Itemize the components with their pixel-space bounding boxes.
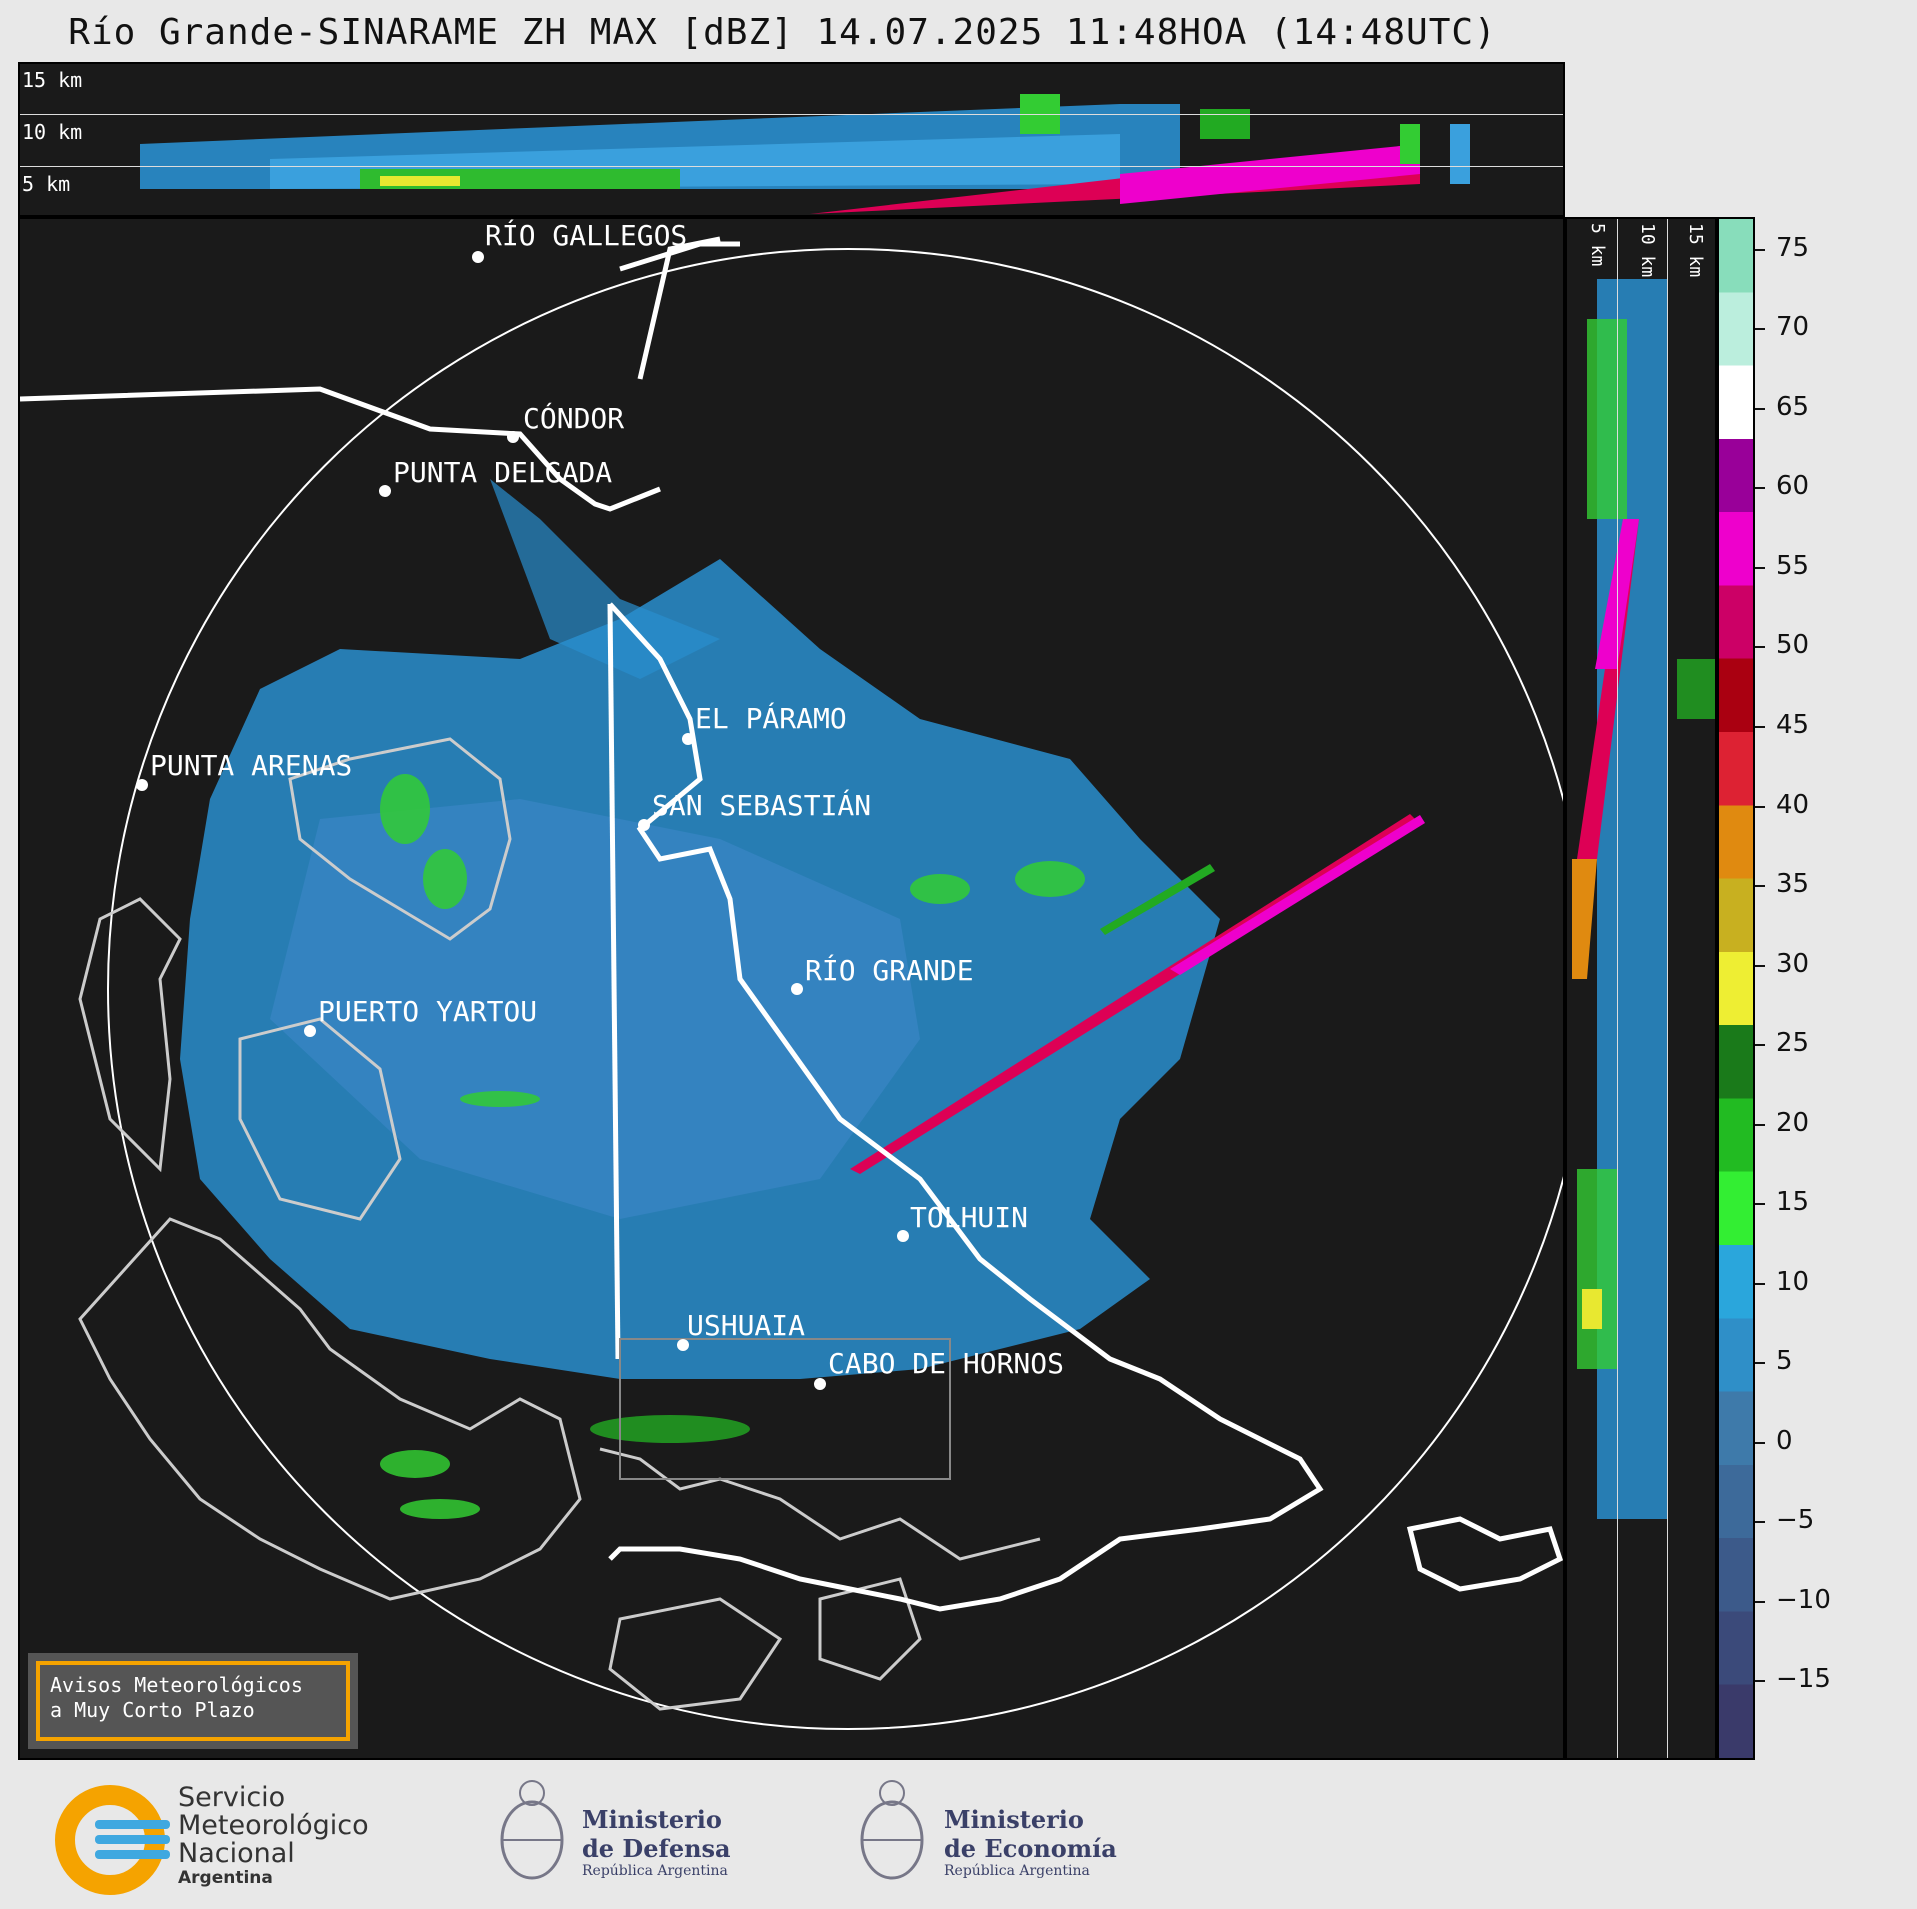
colorbar-tick-label: 50 <box>1776 630 1810 661</box>
tierra-del-fuego-coast <box>608 602 1324 1612</box>
city-condor: CÓNDOR <box>523 402 625 435</box>
city-puerto-yartou: PUERTO YARTOU <box>318 995 538 1028</box>
colorbar-tick-mark <box>1755 1441 1765 1444</box>
colorbar-tick-mark <box>1755 1203 1765 1206</box>
colorbar-tick-mark <box>1755 248 1765 251</box>
range-ring <box>107 248 1563 1730</box>
colorbar-tick-mark <box>1755 1282 1765 1285</box>
colorbar-tick-mark <box>1755 407 1765 410</box>
smn-line2: Meteorológico <box>178 1810 369 1841</box>
colorbar-tick-mark <box>1755 566 1765 569</box>
colorbar-tick-mark <box>1755 1123 1765 1126</box>
city-rio-grande: RÍO GRANDE <box>805 954 974 987</box>
colorbar-tick-label: 65 <box>1776 391 1810 422</box>
smn-line1: Servicio <box>178 1782 286 1813</box>
smn-line3: Nacional <box>178 1838 295 1869</box>
radar-map-graphics <box>20 236 1563 1730</box>
economia-logo-text: Ministerio de Economía República Argenti… <box>944 1805 1117 1879</box>
international-border <box>607 603 621 1360</box>
colorbar-tick-mark <box>1755 885 1765 888</box>
side-height-label-15km: 15 km <box>1685 223 1706 278</box>
colorbar-tick-label: −5 <box>1776 1505 1815 1536</box>
avisos-line-1: Avisos Meteorológicos <box>50 1673 303 1697</box>
height-label-5km: 5 km <box>22 172 71 196</box>
defensa-coat-of-arms-icon <box>500 1780 564 1880</box>
avisos-line-2: a Muy Corto Plazo <box>50 1698 255 1722</box>
colorbar-tick-label: 25 <box>1776 1028 1810 1059</box>
defensa-line2: de Defensa <box>582 1834 731 1863</box>
colorbar-tick-label: 40 <box>1776 789 1810 820</box>
radar-map-panel: RÍO GALLEGOS CÓNDOR PUNTA DELGADA EL PÁR… <box>18 217 1565 1760</box>
defensa-line1: Ministerio <box>582 1805 722 1834</box>
colorbar-tick-mark <box>1755 964 1765 967</box>
colorbar-tick-label: 35 <box>1776 869 1810 900</box>
economia-line1: Ministerio <box>944 1805 1084 1834</box>
side-height-label-10km: 10 km <box>1637 223 1658 278</box>
colorbar-tick-label: 45 <box>1776 710 1810 741</box>
height-label-10km: 10 km <box>22 120 83 144</box>
economia-line2: de Economía <box>944 1834 1117 1863</box>
colorbar-tick-mark <box>1755 1521 1765 1524</box>
city-punta-arenas: PUNTA ARENAS <box>150 749 353 782</box>
colorbar-tick-mark <box>1755 1362 1765 1365</box>
colorbar-tick-mark <box>1755 487 1765 490</box>
colorbar-tick-mark <box>1755 1600 1765 1603</box>
colorbar-tick-label: 5 <box>1776 1346 1793 1377</box>
city-cabo-de-hornos: CABO DE HORNOS <box>828 1347 1065 1380</box>
smn-logo-text: Servicio Meteorológico Nacional Argentin… <box>178 1782 369 1889</box>
city-tolhuin: TOLHUIN <box>910 1201 1029 1234</box>
dbz-colorbar <box>1717 217 1755 1760</box>
colorbar-tick-mark <box>1755 328 1765 331</box>
city-punta-delgada: PUNTA DELGADA <box>393 456 613 489</box>
side-cross-section-panel: 5 km 10 km 15 km <box>1565 217 1717 1760</box>
defensa-line3: República Argentina <box>582 1863 728 1879</box>
side-cross-section-echoes <box>1572 279 1715 1519</box>
colorbar-tick-mark <box>1755 805 1765 808</box>
colorbar-tick-label: −15 <box>1776 1664 1831 1695</box>
top-cross-section-panel: 15 km 10 km 5 km <box>18 62 1565 217</box>
colorbar-tick-label: 75 <box>1776 232 1810 263</box>
colorbar-tick-mark <box>1755 726 1765 729</box>
colorbar-tick-label: 70 <box>1776 312 1810 343</box>
colorbar-tick-label: 20 <box>1776 1107 1810 1138</box>
avisos-box: Avisos Meteorológicos a Muy Corto Plazo <box>28 1653 358 1749</box>
colorbar-tick-label: 0 <box>1776 1425 1793 1456</box>
colorbar-tick-mark <box>1755 1044 1765 1047</box>
height-label-15km: 15 km <box>22 68 83 92</box>
top-cross-section-echoes <box>140 94 1470 214</box>
colorbar-tick-label: 10 <box>1776 1266 1810 1297</box>
colorbar-tick-label: 15 <box>1776 1187 1810 1218</box>
border-line <box>20 386 661 512</box>
defensa-logo-text: Ministerio de Defensa República Argentin… <box>582 1805 731 1879</box>
economia-line3: República Argentina <box>944 1863 1090 1879</box>
side-height-label-5km: 5 km <box>1587 223 1608 267</box>
economia-coat-of-arms-icon <box>860 1780 924 1880</box>
colorbar-tick-label: −10 <box>1776 1584 1831 1615</box>
colorbar-tick-label: 30 <box>1776 948 1810 979</box>
colorbar-tick-label: 60 <box>1776 471 1810 502</box>
colorbar-tick-label: 55 <box>1776 550 1810 581</box>
city-rio-gallegos: RÍO GALLEGOS <box>485 219 688 252</box>
map-title: Río Grande-SINARAME ZH MAX [dBZ] 14.07.2… <box>68 12 1497 53</box>
smn-line4: Argentina <box>178 1868 273 1888</box>
city-el-paramo: EL PÁRAMO <box>695 702 847 735</box>
colorbar-tick-mark <box>1755 1680 1765 1683</box>
city-san-sebastian: SAN SEBASTIÁN <box>652 789 872 822</box>
colorbar-tick-mark <box>1755 646 1765 649</box>
smn-logo-icon <box>55 1785 170 1895</box>
city-ushuaia: USHUAIA <box>687 1309 806 1342</box>
